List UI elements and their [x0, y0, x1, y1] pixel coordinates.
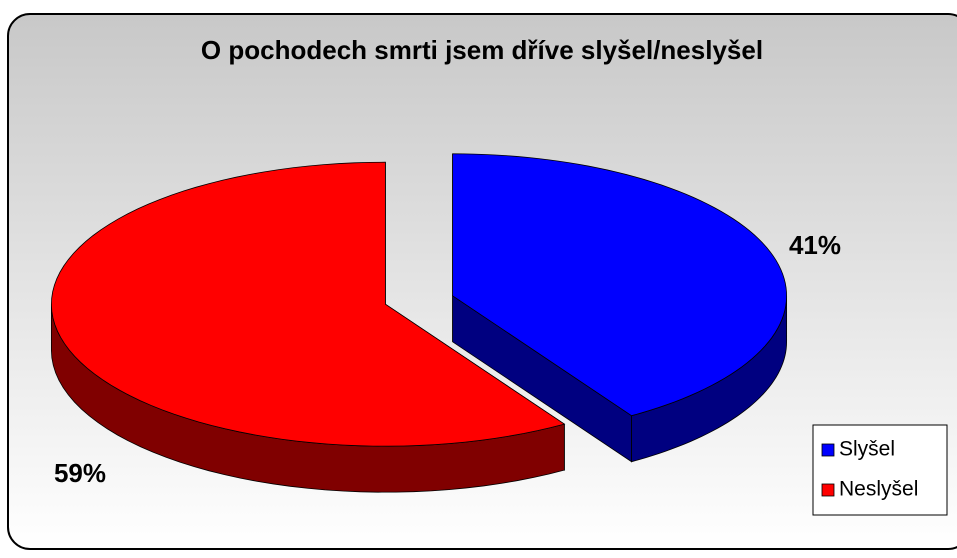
legend-swatch	[821, 483, 835, 497]
pie-slice	[452, 153, 788, 463]
legend-swatch	[821, 443, 835, 457]
slice-top	[452, 153, 788, 417]
data-label: 59%	[54, 458, 106, 488]
legend-label: Slyšel	[839, 438, 895, 461]
slice-top	[50, 161, 566, 447]
chart-title: O pochodech smrti jsem dříve slyšel/nesl…	[201, 35, 763, 65]
pie-slice	[50, 161, 566, 493]
data-label: 41%	[789, 230, 841, 260]
legend-label: Neslyšel	[839, 478, 918, 501]
pie	[50, 153, 788, 493]
legend	[812, 424, 948, 516]
